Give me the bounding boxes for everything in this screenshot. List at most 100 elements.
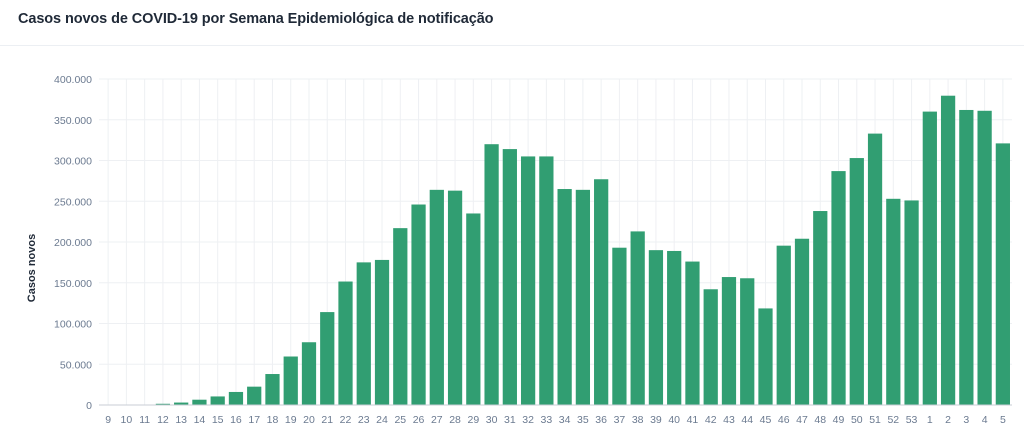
bars (119, 95, 1010, 406)
x-tick-label: 45 (760, 414, 772, 426)
bar-week-14[interactable] (192, 399, 207, 405)
x-tick-label: 43 (723, 414, 735, 426)
x-tick-label: 1 (927, 414, 933, 426)
y-tick-label: 300.000 (54, 156, 92, 168)
bar-week-53[interactable] (904, 200, 919, 405)
y-tick-label: 0 (86, 400, 92, 412)
x-tick-label: 46 (778, 414, 790, 426)
x-tick-label: 29 (467, 414, 479, 426)
x-tick-label: 19 (285, 414, 297, 426)
x-tick-label: 10 (121, 414, 133, 426)
bar-week-52[interactable] (886, 198, 901, 405)
bar-week-1[interactable] (922, 111, 937, 405)
bar-week-15[interactable] (210, 396, 225, 405)
x-tick-label: 35 (577, 414, 589, 426)
bar-week-42[interactable] (703, 289, 718, 405)
bar-week-46[interactable] (776, 245, 791, 405)
bar-week-19[interactable] (283, 356, 298, 405)
x-tick-label: 24 (376, 414, 388, 426)
y-tick-label: 100.000 (54, 319, 92, 331)
bar-week-5[interactable] (995, 143, 1010, 405)
bar-week-37[interactable] (612, 247, 627, 405)
y-tick-label: 250.000 (54, 196, 92, 208)
x-tick-label: 26 (413, 414, 425, 426)
bar-week-30[interactable] (484, 144, 499, 405)
x-tick-label: 22 (340, 414, 352, 426)
bar-week-48[interactable] (813, 211, 828, 405)
bar-week-26[interactable] (411, 204, 426, 405)
x-tick-label: 52 (887, 414, 899, 426)
x-tick-label: 47 (796, 414, 808, 426)
bar-week-51[interactable] (867, 133, 883, 406)
x-tick-label: 30 (486, 414, 498, 426)
x-tick-label: 16 (230, 414, 242, 426)
x-tick-label: 49 (833, 414, 845, 426)
bar-week-36[interactable] (594, 179, 609, 405)
x-axis-ticks: 9 10 11 12 13 14 15 16 17 18 19 20 21 22 23 24 25 26 27 28 2… (105, 414, 1006, 426)
bar-week-13[interactable] (174, 402, 189, 405)
x-tick-label: 9 (105, 414, 111, 426)
chart-title: Casos novos de COVID-19 por Semana Epide… (18, 11, 494, 27)
x-tick-label: 21 (321, 414, 333, 426)
x-tick-label: 3 (963, 414, 969, 426)
x-tick-label: 33 (541, 414, 553, 426)
bar-week-4[interactable] (977, 110, 992, 405)
y-axis-ticks: 0 50.000 100.000 150.000 200.000 250.000 300.0… (54, 74, 92, 412)
y-tick-label: 400.000 (54, 74, 92, 86)
x-tick-label: 18 (267, 414, 279, 426)
x-tick-label: 53 (906, 414, 918, 426)
x-tick-label: 12 (157, 414, 169, 426)
y-tick-label: 200.000 (54, 237, 92, 249)
bar-week-2[interactable] (940, 95, 956, 406)
bar-week-34[interactable] (557, 189, 572, 405)
x-tick-label: 34 (559, 414, 571, 426)
bar-week-18[interactable] (265, 374, 280, 405)
x-tick-label: 15 (212, 414, 224, 426)
bar-week-20[interactable] (301, 342, 317, 405)
y-tick-label: 350.000 (54, 115, 92, 127)
bar-week-40[interactable] (667, 250, 682, 405)
x-tick-label: 38 (632, 414, 644, 426)
bar-week-43[interactable] (721, 277, 737, 405)
bar-week-49[interactable] (831, 171, 846, 405)
bar-week-12[interactable] (155, 403, 171, 405)
x-tick-label: 17 (248, 414, 260, 426)
x-tick-label: 13 (175, 414, 187, 426)
x-tick-label: 14 (194, 414, 206, 426)
x-tick-label: 44 (741, 414, 753, 426)
bar-week-47[interactable] (794, 238, 810, 405)
bar-week-41[interactable] (685, 261, 700, 405)
y-tick-label: 50.000 (60, 359, 92, 371)
bar-week-44[interactable] (740, 278, 755, 405)
x-tick-label: 31 (504, 414, 516, 426)
bar-week-33[interactable] (539, 156, 554, 405)
bar-week-35[interactable] (575, 189, 591, 405)
bar-week-31[interactable] (502, 149, 517, 405)
x-tick-label: 5 (1000, 414, 1006, 426)
bar-week-22[interactable] (338, 281, 353, 405)
x-tick-label: 36 (595, 414, 607, 426)
x-tick-label: 51 (869, 414, 881, 426)
bar-week-29[interactable] (466, 213, 481, 405)
bar-week-32[interactable] (520, 156, 536, 405)
bar-week-45[interactable] (758, 308, 773, 405)
bar-week-39[interactable] (648, 250, 664, 405)
bar-week-23[interactable] (356, 262, 371, 405)
x-tick-label: 20 (303, 414, 315, 426)
header-divider (0, 45, 1024, 46)
bar-week-25[interactable] (393, 228, 408, 405)
x-tick-label: 27 (431, 414, 443, 426)
bar-week-3[interactable] (959, 109, 974, 405)
bar-week-16[interactable] (228, 391, 244, 405)
x-tick-label: 25 (394, 414, 406, 426)
bar-week-38[interactable] (630, 231, 645, 405)
bar-week-27[interactable] (429, 189, 444, 405)
bar-week-24[interactable] (374, 259, 390, 405)
bar-week-50[interactable] (849, 158, 864, 405)
x-tick-label: 11 (139, 414, 150, 426)
bar-week-17[interactable] (247, 386, 262, 405)
x-tick-label: 4 (982, 414, 988, 426)
bar-week-21[interactable] (320, 312, 335, 405)
bar-week-28[interactable] (447, 190, 463, 405)
